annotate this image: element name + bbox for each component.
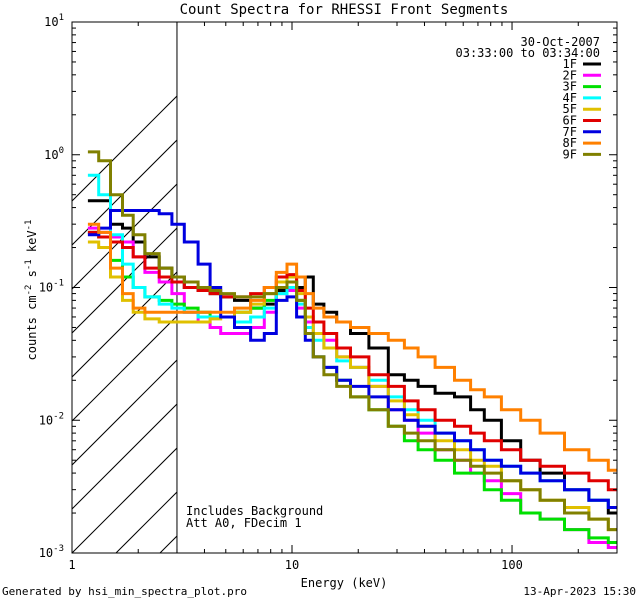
x-tick-labels: 1 10 100	[68, 558, 522, 572]
date-label: 30-Oct-2007	[521, 35, 600, 49]
y-tick-label: 10-3	[39, 544, 64, 560]
chart-title: Count Spectra for RHESSI Front Segments	[180, 2, 509, 18]
x-tick-label: 1	[68, 558, 75, 572]
y-tick-base: 10	[39, 281, 53, 295]
y-axis-label: counts cm-2 s-1 keV-1	[24, 220, 39, 361]
hatch-line	[72, 447, 177, 553]
annotation-background: Includes Background	[186, 504, 323, 518]
y-axis-label-exp3: -1	[24, 220, 34, 231]
y-tick-exponent: -1	[53, 279, 64, 289]
legend-label-5F: 5F	[563, 102, 577, 116]
series-line-8F	[87, 222, 617, 472]
series-group	[87, 150, 617, 549]
y-axis-label-end: keV	[25, 230, 39, 259]
legend-label-3F: 3F	[563, 80, 577, 94]
y-tick-label: 10-1	[39, 279, 64, 295]
hatch-line	[72, 315, 177, 422]
legend-label-7F: 7F	[563, 125, 577, 139]
annotation-attenuator: Att A0, FDecim 1	[186, 516, 302, 530]
x-tick-label: 10	[285, 558, 299, 572]
y-axis-label-exp1: -2	[24, 285, 34, 296]
legend-label-8F: 8F	[563, 136, 577, 150]
y-tick-label: 10-2	[39, 411, 64, 427]
y-tick-base: 10	[44, 148, 58, 162]
hatch-line	[600, 22, 640, 553]
y-tick-exponent: -2	[53, 411, 64, 421]
series-line-9F	[87, 150, 617, 532]
axis-ticks	[71, 21, 618, 554]
y-axis-label-mid: s	[25, 270, 39, 284]
footer-timestamp: 13-Apr-2023 15:30	[523, 585, 636, 598]
x-axis-label: Energy (keV)	[301, 576, 388, 590]
y-tick-base: 10	[39, 413, 53, 427]
time-range-label: 03:33:00 to 03:34:00	[456, 46, 601, 60]
legend-label-1F: 1F	[563, 57, 577, 71]
y-tick-label: 100	[44, 146, 64, 162]
legend-label-4F: 4F	[563, 91, 577, 105]
hatch-line	[72, 227, 177, 334]
y-tick-exponent: -3	[53, 544, 64, 554]
series-line-6F	[87, 230, 617, 492]
series-line-7F	[87, 209, 617, 509]
legend-label-6F: 6F	[563, 114, 577, 128]
hatch-line	[72, 95, 177, 202]
legend-label-2F: 2F	[563, 68, 577, 82]
y-tick-base: 10	[44, 15, 58, 29]
y-axis-label-main: counts cm	[25, 295, 39, 360]
y-tick-base: 10	[39, 546, 53, 560]
y-tick-label: 101	[44, 13, 64, 29]
legend-label-9F: 9F	[563, 147, 577, 161]
series-line-4F	[87, 173, 617, 509]
x-tick-label: 100	[501, 558, 523, 572]
y-tick-exponent: 0	[59, 146, 64, 156]
hatch-line	[72, 403, 177, 510]
hatch-line	[380, 22, 640, 553]
hatch-line	[72, 271, 177, 378]
y-axis-label-exp2: -1	[24, 259, 34, 270]
footer-generator-note: Generated by hsi_min_spectra_plot.pro	[2, 585, 248, 598]
y-tick-exponent: 1	[59, 13, 64, 23]
